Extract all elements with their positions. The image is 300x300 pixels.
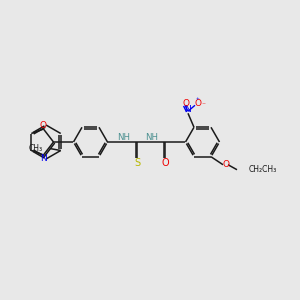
Text: CH₃: CH₃ <box>28 144 43 153</box>
Text: O: O <box>194 99 202 108</box>
Text: NH: NH <box>145 133 158 142</box>
Text: O: O <box>40 121 47 130</box>
Text: CH₂CH₃: CH₂CH₃ <box>249 165 277 174</box>
Text: O: O <box>182 99 190 108</box>
Text: O: O <box>162 158 169 168</box>
Text: N: N <box>184 105 191 114</box>
Text: ⁺: ⁺ <box>195 98 199 104</box>
Text: NH: NH <box>117 133 130 142</box>
Text: O: O <box>223 160 230 169</box>
Text: ⁻: ⁻ <box>201 101 205 110</box>
Text: N: N <box>40 154 47 163</box>
Text: S: S <box>134 158 141 168</box>
